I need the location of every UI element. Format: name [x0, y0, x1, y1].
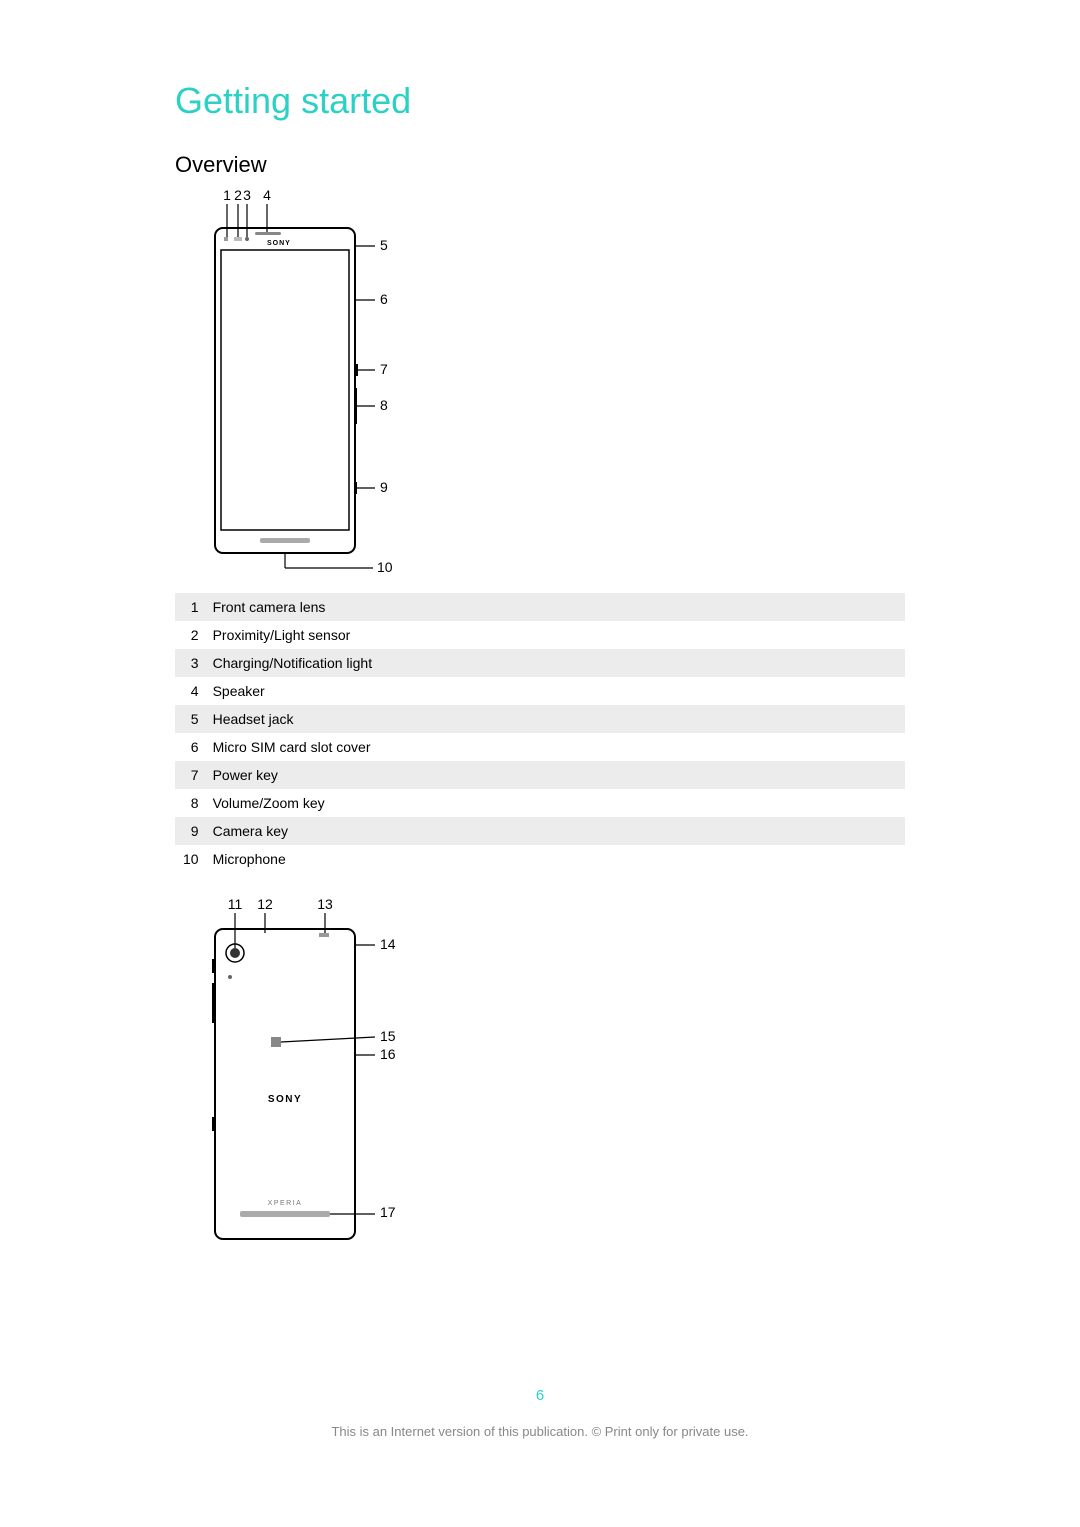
table-row: 9Camera key [175, 817, 905, 845]
label-2: 2 [234, 188, 242, 203]
table-row: 6Micro SIM card slot cover [175, 733, 905, 761]
part-number: 8 [175, 789, 205, 817]
part-number: 3 [175, 649, 205, 677]
part-number: 10 [175, 845, 205, 873]
table-row: 10Microphone [175, 845, 905, 873]
part-number: 5 [175, 705, 205, 733]
part-label: Headset jack [205, 705, 905, 733]
table-row: 7Power key [175, 761, 905, 789]
table-row: 8Volume/Zoom key [175, 789, 905, 817]
label-14: 14 [380, 936, 396, 952]
label-10: 10 [377, 559, 393, 575]
label-7: 7 [380, 361, 388, 377]
front-diagram: 1 2 3 4 SONY 5 6 7 8 9 [185, 188, 405, 578]
part-label: Speaker [205, 677, 905, 705]
parts-table-front: 1Front camera lens2Proximity/Light senso… [175, 593, 905, 873]
part-number: 6 [175, 733, 205, 761]
section-heading: Overview [175, 152, 905, 178]
brand-label: SONY [267, 240, 291, 247]
label-15: 15 [380, 1028, 396, 1044]
label-6: 6 [380, 291, 388, 307]
part-number: 1 [175, 593, 205, 621]
label-4: 4 [263, 188, 271, 203]
part-label: Front camera lens [205, 593, 905, 621]
brand-label-back: SONY [268, 1094, 302, 1105]
part-label: Charging/Notification light [205, 649, 905, 677]
footer-note: This is an Internet version of this publ… [175, 1424, 905, 1439]
model-label: XPERIA [268, 1200, 303, 1207]
page-number: 6 [175, 1387, 905, 1404]
table-row: 4Speaker [175, 677, 905, 705]
label-8: 8 [380, 397, 388, 413]
part-label: Power key [205, 761, 905, 789]
page-title: Getting started [175, 80, 905, 122]
label-11: 11 [228, 897, 243, 912]
part-number: 4 [175, 677, 205, 705]
label-5: 5 [380, 237, 388, 253]
label-1: 1 [223, 188, 231, 203]
table-row: 3Charging/Notification light [175, 649, 905, 677]
table-row: 2Proximity/Light sensor [175, 621, 905, 649]
label-9: 9 [380, 479, 388, 495]
label-17: 17 [380, 1204, 396, 1220]
part-number: 2 [175, 621, 205, 649]
back-diagram: 11 12 13 SONY XPERIA 14 15 16 17 [185, 897, 405, 1247]
part-label: Micro SIM card slot cover [205, 733, 905, 761]
label-12: 12 [257, 897, 273, 912]
part-label: Camera key [205, 817, 905, 845]
table-row: 1Front camera lens [175, 593, 905, 621]
part-label: Microphone [205, 845, 905, 873]
label-3: 3 [243, 188, 251, 203]
part-label: Proximity/Light sensor [205, 621, 905, 649]
part-number: 9 [175, 817, 205, 845]
label-16: 16 [380, 1046, 396, 1062]
part-label: Volume/Zoom key [205, 789, 905, 817]
table-row: 5Headset jack [175, 705, 905, 733]
label-13: 13 [317, 897, 333, 912]
part-number: 7 [175, 761, 205, 789]
